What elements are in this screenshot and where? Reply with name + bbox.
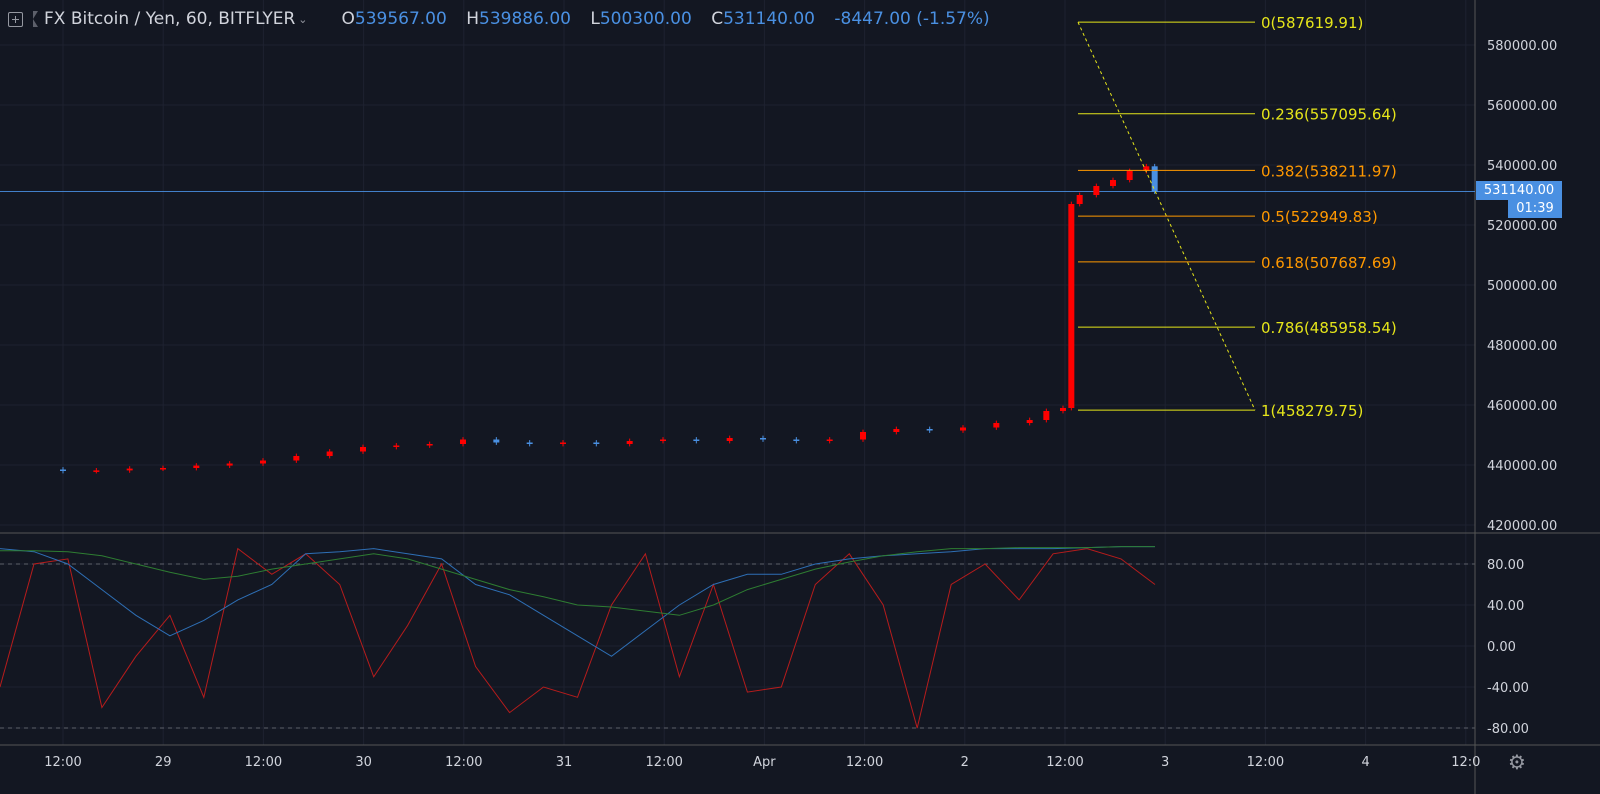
gear-icon[interactable]: ⚙ <box>1508 750 1526 774</box>
price-tick-label: 440000.00 <box>1487 459 1557 474</box>
price-tick-label: 480000.00 <box>1487 339 1557 354</box>
fib-level-label: 0.618(507687.69) <box>1261 254 1397 272</box>
time-tick-label: 31 <box>556 755 573 770</box>
candle-body <box>93 470 100 472</box>
fib-level-label: 0.5(522949.83) <box>1261 208 1378 226</box>
candle-body <box>660 439 666 441</box>
candle-body <box>960 427 966 431</box>
time-tick-label: 2 <box>961 755 969 770</box>
chart-header: FX Bitcoin / Yen, 60, BITFLYER ⌄ O539567… <box>8 6 1004 32</box>
osc-tick-label: 40.00 <box>1487 599 1524 614</box>
candle-body <box>593 442 600 444</box>
candle-body <box>560 442 566 444</box>
close-value: 531140.00 <box>723 9 815 29</box>
time-tick-label: 29 <box>155 755 172 770</box>
candle-body <box>1143 166 1150 171</box>
candle-body <box>1151 166 1158 192</box>
oscillator-line <box>0 546 1155 657</box>
candle-body <box>926 429 933 431</box>
candle-body <box>393 445 400 447</box>
candle-body <box>1126 171 1133 180</box>
time-tick-label: 12:00 <box>445 755 482 770</box>
osc-tick-label: -40.00 <box>1487 681 1529 696</box>
fib-level-label: 0.382(538211.97) <box>1261 162 1397 180</box>
candle-body <box>626 441 633 444</box>
candle-body <box>1110 180 1116 186</box>
time-tick-label: 12:0 <box>1451 755 1480 770</box>
osc-tick-label: -80.00 <box>1487 722 1529 737</box>
candle-body <box>1043 411 1050 420</box>
candle-body <box>793 439 800 441</box>
candle-body <box>1093 186 1100 195</box>
open-label: O <box>341 9 355 29</box>
chevron-down-icon[interactable]: ⌄ <box>298 12 308 26</box>
low-label: L <box>590 9 600 29</box>
candle-body <box>693 439 700 441</box>
time-tick-label: Apr <box>753 755 776 770</box>
candle-body <box>893 429 900 432</box>
candle-body <box>160 468 166 470</box>
candle-body <box>226 463 233 466</box>
candle-body <box>193 465 200 468</box>
ohlc-values: O539567.00 H539886.00 L500300.00 C531140… <box>341 9 1003 29</box>
plus-square-icon[interactable] <box>8 11 23 27</box>
bar-countdown: 01:39 <box>1508 200 1562 218</box>
flag-icon[interactable] <box>33 11 38 27</box>
time-tick-label: 12:00 <box>645 755 682 770</box>
time-tick-label: 12:00 <box>1247 755 1284 770</box>
candle-body <box>1026 420 1033 423</box>
symbol-title[interactable]: FX Bitcoin / Yen, 60, BITFLYER <box>44 9 296 29</box>
candle-body <box>1068 204 1075 408</box>
candle-body <box>1060 408 1066 411</box>
candle-body <box>326 451 333 456</box>
close-label: C <box>711 9 724 29</box>
candle-body <box>60 469 66 471</box>
high-label: H <box>466 9 480 29</box>
candle-body <box>726 438 733 441</box>
price-tick-label: 580000.00 <box>1487 39 1557 54</box>
candle-body <box>126 468 133 471</box>
price-tick-label: 540000.00 <box>1487 159 1557 174</box>
price-tick-label: 500000.00 <box>1487 279 1557 294</box>
time-tick-label: 3 <box>1161 755 1169 770</box>
last-price-tag: 531140.00 <box>1476 181 1562 200</box>
time-tick-label: 12:00 <box>846 755 883 770</box>
candle-body <box>760 438 766 440</box>
price-tick-label: 560000.00 <box>1487 99 1557 114</box>
candle-body <box>826 439 833 441</box>
candle-body <box>526 442 533 444</box>
osc-tick-label: 0.00 <box>1487 640 1516 655</box>
price-tick-label: 420000.00 <box>1487 519 1557 534</box>
price-tick-label: 520000.00 <box>1487 219 1557 234</box>
candle-body <box>493 439 500 443</box>
time-tick-label: 12:00 <box>245 755 282 770</box>
oscillator-line <box>0 547 1156 729</box>
high-value: 539886.00 <box>479 9 571 29</box>
candle-body <box>460 439 466 444</box>
low-value: 500300.00 <box>599 9 692 29</box>
fib-level-label: 0.786(485958.54) <box>1261 319 1397 337</box>
candle-body <box>260 460 266 464</box>
candle-body <box>993 423 1000 428</box>
candle-body <box>426 444 433 446</box>
change-value: -8447.00 (-1.57%) <box>834 9 990 29</box>
fib-level-label: 1(458279.75) <box>1261 402 1363 420</box>
fib-level-label: 0(587619.91) <box>1261 14 1363 32</box>
fib-level-label: 0.236(557095.64) <box>1261 106 1397 124</box>
candle-body <box>1076 195 1083 204</box>
fib-trend-line <box>1077 21 1256 411</box>
candle-body <box>293 456 300 461</box>
osc-tick-label: 80.00 <box>1487 558 1524 573</box>
time-tick-label: 12:00 <box>44 755 81 770</box>
time-tick-label: 30 <box>355 755 372 770</box>
price-tick-label: 460000.00 <box>1487 399 1557 414</box>
oscillator-line <box>0 546 1155 616</box>
candle-body <box>360 447 366 452</box>
time-tick-label: 12:00 <box>1046 755 1083 770</box>
time-tick-label: 4 <box>1361 755 1369 770</box>
open-value: 539567.00 <box>354 9 447 29</box>
candle-body <box>860 432 866 440</box>
